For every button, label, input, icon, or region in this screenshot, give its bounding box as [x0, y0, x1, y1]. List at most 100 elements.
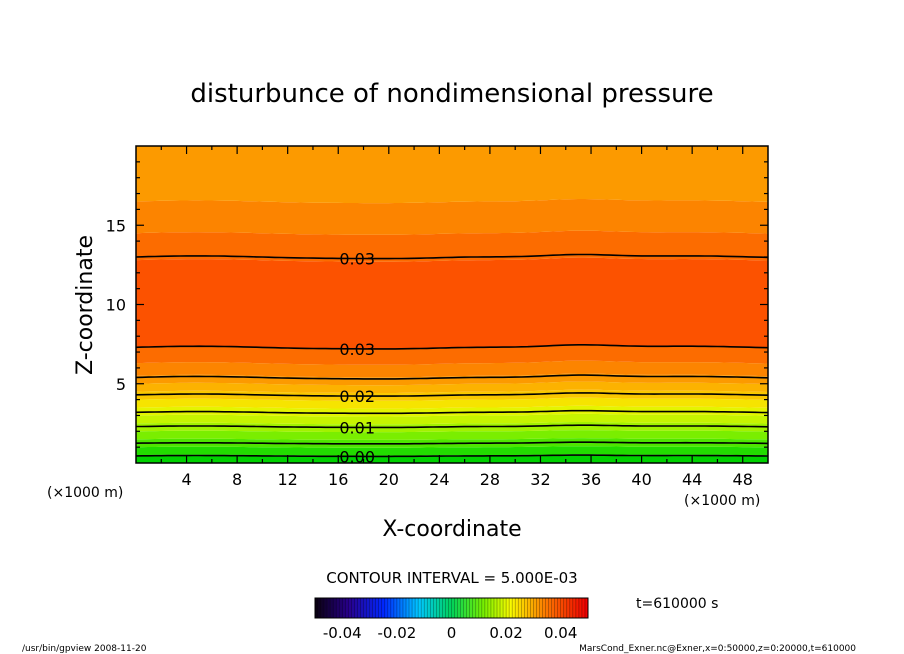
contour-label: 0.03: [339, 340, 375, 359]
contour-interval-text: CONTOUR INTERVAL = 5.000E-03: [326, 569, 577, 587]
colorbar-cell: [551, 598, 555, 618]
fill-band-11: [136, 360, 768, 378]
x-tick-label: 44: [682, 470, 702, 489]
colorbar-cell: [351, 598, 355, 618]
colorbar-cell: [518, 598, 522, 618]
colorbar-cell: [318, 598, 322, 618]
colorbar-tick-label: 0: [447, 624, 457, 642]
colorbar-cell: [545, 598, 549, 618]
colorbar-tick-label: 0.02: [489, 624, 522, 642]
colorbar-cell: [463, 598, 467, 618]
contour-line-4: [136, 392, 768, 397]
colorbar-cell: [484, 598, 489, 618]
fill-band-7: [136, 397, 768, 409]
colorbar-cell: [387, 598, 392, 618]
colorbar-cell: [509, 598, 513, 618]
x-tick-label: 32: [530, 470, 550, 489]
contour-label: 0.02: [339, 387, 375, 406]
colorbar-cell: [530, 598, 534, 618]
contour-fill-layer: [136, 146, 768, 463]
fill-band-12: [136, 344, 768, 365]
colorbar-cell: [548, 598, 552, 618]
y-tick-label: 10: [106, 296, 126, 315]
y-axis-label: Z-coordinate: [73, 235, 98, 375]
fill-band-16: [136, 146, 768, 204]
colorbar-tick-label: -0.04: [323, 624, 362, 642]
colorbar-cell: [569, 598, 574, 618]
fill-band-1: [136, 446, 768, 456]
x-tick-label: 36: [581, 470, 601, 489]
colorbar-cell: [424, 598, 428, 618]
colorbar-frame: [314, 597, 589, 619]
x-tick-label: 48: [733, 470, 753, 489]
contour-label-layer: 0.00 0.01 0.02 0.03 0.03: [339, 250, 375, 467]
contour-line-7: [136, 253, 768, 260]
colorbar-cell: [448, 598, 452, 618]
colorbar-cell: [396, 598, 401, 618]
colorbar-cell: [381, 598, 386, 618]
contour-label: 0.01: [339, 418, 375, 437]
x-axis-label: X-coordinate: [382, 517, 521, 542]
contour-line-layer: [136, 253, 768, 458]
contour-line-5: [136, 374, 768, 380]
colorbar-cell: [490, 598, 495, 618]
fill-band-15: [136, 199, 768, 235]
y-tick-label: 5: [116, 375, 126, 394]
colorbar-cell: [439, 598, 443, 618]
colorbar-cell: [445, 598, 449, 618]
x-unit-right: (×1000 m): [684, 493, 760, 509]
colorbar-ticks: -0.04 -0.02 0 0.02 0.04: [323, 624, 578, 642]
x-tick-label: 4: [181, 470, 191, 489]
colorbar-cell: [506, 598, 510, 618]
colorbar-cell: [515, 598, 519, 618]
colorbar-cell: [521, 598, 525, 618]
colorbar-cell: [497, 598, 501, 618]
contour-line-1: [136, 441, 768, 445]
colorbar-cell: [472, 598, 477, 618]
colorbar-cell: [345, 598, 349, 618]
fill-band-6: [136, 405, 768, 417]
x-tick-label: 20: [379, 470, 399, 489]
time-label: t=610000 s: [636, 596, 718, 612]
fill-band-14: [136, 230, 768, 262]
chart-title: disturbunce of nondimensional pressure: [190, 79, 713, 109]
contour-line-0: [136, 454, 768, 458]
colorbar-cell: [427, 598, 431, 618]
colorbar-cell: [436, 598, 440, 618]
colorbar-cell: [421, 598, 425, 618]
colorbar-cell: [563, 598, 568, 618]
colorbar-cell: [402, 598, 407, 618]
colorbar-cell: [442, 598, 446, 618]
colorbar-cell: [572, 598, 577, 618]
contour-line-3: [136, 409, 768, 415]
colorbar-cell: [372, 598, 376, 618]
x-tick-label: 24: [429, 470, 449, 489]
colorbar-cell: [384, 598, 389, 618]
contour-line-2: [136, 424, 768, 429]
fill-band-3: [136, 430, 768, 440]
contour-line-6: [136, 343, 768, 350]
colorbar-cell: [457, 598, 461, 618]
colorbar-cell: [390, 598, 395, 618]
colorbar-cell: [409, 598, 413, 618]
colorbar-cell: [451, 598, 455, 618]
colorbar-cell: [487, 598, 492, 618]
colorbar-cell: [460, 598, 464, 618]
colorbar-cell: [536, 598, 540, 618]
colorbar-cell: [575, 598, 580, 618]
colorbar-cell: [478, 598, 483, 618]
colorbar-cell: [363, 598, 367, 618]
colorbar-cell: [542, 598, 546, 618]
colorbar-cell: [330, 598, 334, 618]
colorbar-cell: [336, 598, 340, 618]
colorbar-cell: [578, 598, 583, 618]
x-tick-label: 40: [631, 470, 651, 489]
colorbar-cell: [406, 598, 410, 618]
x-unit-left: (×1000 m): [47, 485, 123, 501]
y-tick-label: 15: [106, 216, 126, 235]
colorbar-cell: [584, 598, 589, 618]
colorbar-cell: [375, 598, 379, 618]
colorbar-cell: [466, 598, 470, 618]
colorbar-cell: [360, 598, 364, 618]
